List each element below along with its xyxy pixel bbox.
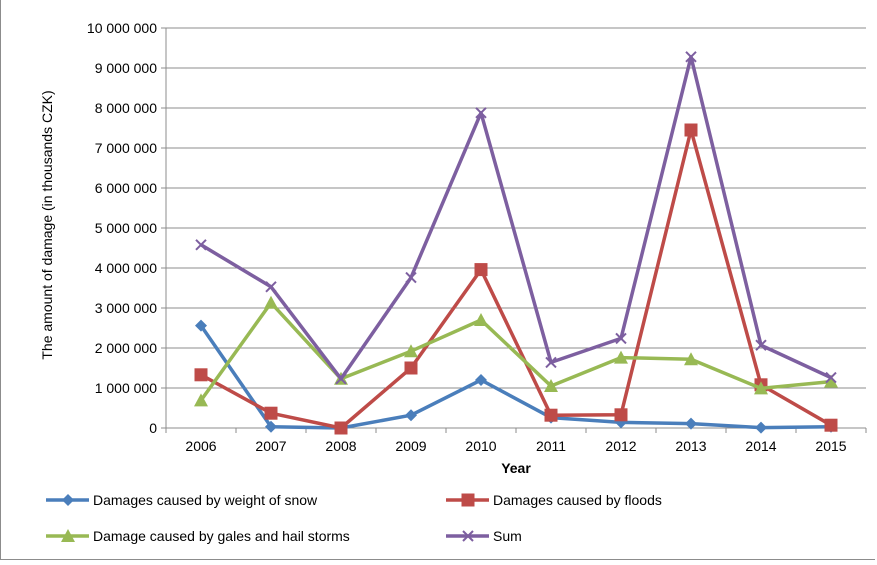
data-point-stroke: [545, 356, 557, 369]
data-point-stroke: [475, 107, 487, 119]
data-point: [474, 313, 488, 326]
data-point: [195, 239, 207, 251]
x-tick-label: 2014: [745, 438, 776, 454]
series: [194, 123, 838, 435]
data-point: [264, 295, 278, 309]
y-tick-label: 1 000 000: [95, 380, 157, 396]
y-tick-labels: 0 1 000 000 2 000 000 3 000 000 4 000 000 5 0…: [87, 20, 157, 436]
data-point: [614, 350, 628, 364]
data-point: [754, 381, 768, 395]
series-line: [200, 128, 832, 430]
data-point: [61, 529, 75, 542]
data-point: [755, 339, 767, 351]
data-point-stroke: [825, 371, 837, 384]
legend-label: Damages caused by floods: [493, 492, 662, 508]
y-tick-label: 8 000 000: [95, 100, 157, 116]
y-tick-label: 2 000 000: [95, 340, 157, 356]
y-tick-label: 7 000 000: [95, 140, 157, 156]
legend-label: Sum: [493, 528, 522, 544]
data-point: [404, 344, 418, 358]
data-point: [195, 319, 207, 332]
data-point-stroke: [462, 530, 474, 542]
x-tick-labels: 2006 2007 2008 2009 2010 2011 2012 2013 2014 2015: [185, 438, 846, 454]
series-line: [199, 324, 832, 430]
data-point-stroke: [195, 239, 207, 251]
data-point: [265, 281, 277, 293]
data-point: [685, 51, 697, 63]
y-tick-label: 3 000 000: [95, 300, 157, 316]
data-point: [264, 406, 278, 420]
data-point: [265, 420, 277, 433]
data-point-stroke: [405, 271, 417, 284]
data-point: [334, 421, 348, 435]
data-point: [755, 421, 767, 434]
x-tick-label: 2006: [185, 438, 216, 454]
x-tick-label: 2010: [465, 438, 496, 454]
data-point: [475, 374, 487, 386]
axes: [165, 28, 867, 433]
legend-label: Damages caused by weight of snow: [93, 492, 318, 508]
data-point: [62, 494, 74, 506]
x-tick-label: 2011: [536, 438, 566, 454]
data-point: [545, 356, 557, 369]
data-point: [825, 371, 837, 384]
legend-item: Damages caused by floods: [446, 492, 662, 508]
data-point: [684, 123, 698, 137]
x-axis-title: Year: [501, 460, 531, 476]
legend-item: Damage caused by gales and hail storms: [46, 528, 350, 544]
data-point-stroke: [615, 332, 627, 345]
legend-label: Damage caused by gales and hail storms: [93, 528, 350, 544]
y-tick-label: 9 000 000: [95, 60, 157, 76]
data-point: [194, 393, 208, 407]
data-point: [544, 379, 558, 392]
x-tick-label: 2012: [605, 438, 636, 454]
data-point: [614, 408, 628, 422]
data-point: [405, 409, 417, 422]
data-point: [685, 417, 697, 430]
data-point-stroke: [265, 281, 277, 293]
y-tick-label: 0: [149, 420, 157, 436]
data-point: [684, 352, 698, 366]
legend-item: Damages caused by weight of snow: [46, 492, 318, 508]
data-point: [544, 408, 558, 422]
y-tick-label: 10 000 000: [87, 20, 157, 36]
legend-item: Sum: [446, 528, 522, 544]
y-axis-title: The amount of damage (in thousands CZK): [39, 90, 55, 359]
gridlines: [161, 27, 866, 429]
x-tick-label: 2015: [815, 438, 846, 454]
x-tick-label: 2013: [675, 438, 706, 454]
data-point: [475, 107, 487, 119]
data-point-stroke: [335, 373, 347, 385]
data-point: [474, 263, 488, 277]
data-point: [824, 374, 838, 388]
data-point: [405, 271, 417, 284]
data-point-stroke: [685, 51, 697, 63]
data-point: [404, 361, 418, 375]
series-group: [194, 51, 838, 435]
data-point: [194, 368, 208, 382]
data-point: [615, 332, 627, 345]
y-tick-label: 6 000 000: [95, 180, 157, 196]
x-tick-label: 2007: [255, 438, 286, 454]
y-tick-label: 4 000 000: [95, 260, 157, 276]
data-point: [824, 418, 838, 432]
legend: Damages caused by weight of snow Damages …: [46, 492, 662, 544]
y-tick-label: 5 000 000: [95, 220, 157, 236]
x-tick-label: 2008: [325, 438, 356, 454]
data-point: [335, 373, 347, 385]
x-tick-label: 2009: [395, 438, 426, 454]
data-point: [461, 493, 475, 507]
data-point: [462, 530, 474, 542]
data-point-stroke: [755, 339, 767, 351]
series-line: [199, 301, 832, 402]
series: [195, 51, 837, 385]
series-line: [200, 55, 832, 381]
